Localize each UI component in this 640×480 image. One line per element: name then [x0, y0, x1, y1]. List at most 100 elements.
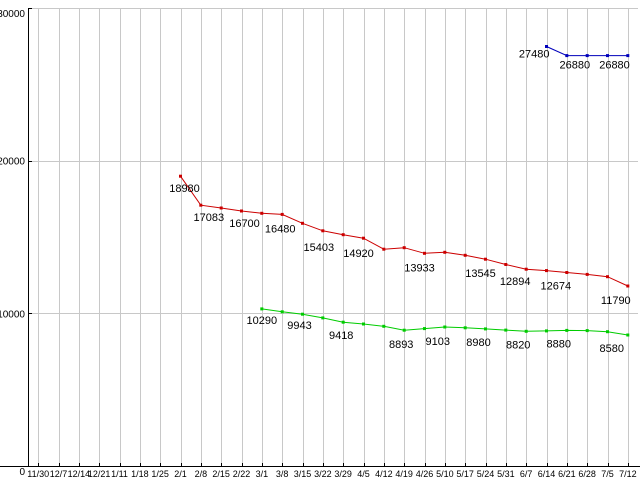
point-label: 8893 — [389, 339, 413, 351]
series-green-point — [260, 307, 264, 311]
x-tick-label: 3/22 — [314, 469, 332, 479]
point-label: 13933 — [404, 262, 435, 274]
x-tick-label: 6/21 — [558, 469, 576, 479]
point-label: 9418 — [329, 330, 353, 342]
series-red-point — [545, 269, 548, 273]
series-red-point — [199, 203, 203, 207]
series-green-point — [504, 328, 508, 332]
x-tick-label: 5/10 — [436, 469, 454, 479]
x-tick-label: 11/30 — [27, 469, 49, 479]
series-red-point — [179, 174, 182, 178]
x-tick-label: 4/12 — [375, 469, 393, 479]
x-tick-label: 4/19 — [395, 469, 413, 479]
point-label: 12674 — [541, 281, 572, 293]
point-label: 26880 — [599, 60, 630, 72]
y-tick-label: 0 — [19, 467, 25, 478]
x-tick-label: 2/15 — [212, 469, 230, 479]
series-red-point — [219, 206, 223, 210]
point-label: 13545 — [465, 268, 496, 280]
series-green-point — [545, 329, 548, 333]
x-tick-label: 1/11 — [111, 469, 128, 479]
series-red-point — [280, 212, 284, 216]
series-green-point — [606, 330, 609, 334]
series-green-point — [301, 312, 304, 316]
series-red-point — [484, 257, 487, 261]
x-tick-label: 3/1 — [256, 469, 269, 479]
axes — [0, 8, 640, 467]
series-green-point — [280, 310, 284, 314]
series-red-point — [524, 267, 528, 271]
point-label: 8980 — [466, 337, 490, 349]
x-tick-label: 3/15 — [294, 469, 312, 479]
x-tick-label: 5/31 — [497, 469, 515, 479]
series-green-point — [585, 329, 589, 333]
x-tick-label: 12/7 — [50, 469, 68, 479]
series-red-point — [626, 284, 630, 288]
series-green-point — [443, 325, 447, 329]
series-green-point — [463, 326, 467, 330]
series-red: 18980 17083 16700 16480 15403 14920 13933 13545… — [169, 174, 631, 307]
series-blue: 27480 26880 26880 — [519, 45, 630, 72]
point-label: 15403 — [304, 242, 335, 254]
point-label: 9103 — [426, 336, 450, 348]
series-red-point — [402, 246, 406, 250]
series-red-point — [565, 271, 569, 274]
series-green-point — [341, 320, 345, 324]
series-red-point — [423, 251, 426, 255]
series-green-point — [565, 328, 569, 332]
point-label: 10290 — [247, 315, 278, 327]
point-label: 17083 — [194, 212, 225, 224]
series-green-point — [321, 316, 325, 320]
series-red-point — [341, 233, 345, 237]
series-red-point — [240, 209, 243, 213]
series-green: 10290 9943 9418 8893 9103 8980 8820 8880 8580 — [247, 307, 630, 355]
series-red-point — [504, 263, 508, 266]
series-red-point — [585, 272, 589, 276]
x-tick-label: 4/5 — [357, 469, 370, 479]
series-green-point — [402, 328, 406, 332]
x-tick-label: 7/12 — [619, 469, 637, 479]
point-label: 9943 — [287, 320, 311, 332]
series-green-point — [484, 327, 487, 331]
series-green-point — [626, 333, 630, 337]
series-red-point — [606, 275, 609, 279]
x-tick-label: 3/29 — [334, 469, 352, 479]
x-tick-label: 1/18 — [131, 469, 149, 479]
y-axis-labels: 0 10000 20000 30000 — [0, 9, 25, 478]
series-blue-point — [585, 54, 589, 58]
series-green-point — [524, 329, 528, 333]
x-tick-label: 12/21 — [88, 469, 111, 479]
x-tick-label: 12/14 — [68, 469, 91, 479]
series-red-point — [321, 229, 325, 233]
series-blue-point — [545, 45, 548, 48]
point-label: 26880 — [560, 60, 591, 72]
series-red-point — [260, 211, 264, 215]
gridlines — [28, 8, 638, 466]
series-red-point — [362, 236, 365, 240]
point-label: 16700 — [229, 218, 260, 230]
series-red-point — [443, 250, 447, 254]
series-green-point — [423, 327, 426, 331]
x-tick-label: 1/25 — [151, 469, 169, 479]
point-label: 8580 — [600, 343, 624, 355]
x-tick-label: 6/14 — [538, 469, 556, 479]
point-label: 12894 — [500, 276, 531, 288]
x-tick-label: 3/8 — [276, 469, 289, 479]
y-tick-label: 10000 — [0, 309, 25, 320]
x-tick-label: 6/28 — [578, 469, 596, 479]
series-green-point — [362, 322, 365, 326]
x-tick-label: 5/24 — [477, 469, 495, 479]
series-blue-point — [626, 54, 630, 58]
y-tick-label: 20000 — [0, 157, 25, 168]
point-label: 8880 — [547, 338, 571, 350]
x-tick-label: 4/26 — [416, 469, 434, 479]
x-tick-label: 2/1 — [174, 469, 187, 479]
x-tick-label: 2/8 — [195, 469, 208, 479]
point-label: 14920 — [343, 248, 374, 260]
series-red-point — [382, 247, 386, 251]
point-label: 11790 — [601, 295, 631, 307]
x-tick-label: 7/5 — [601, 469, 614, 479]
series-green-point — [382, 324, 386, 328]
